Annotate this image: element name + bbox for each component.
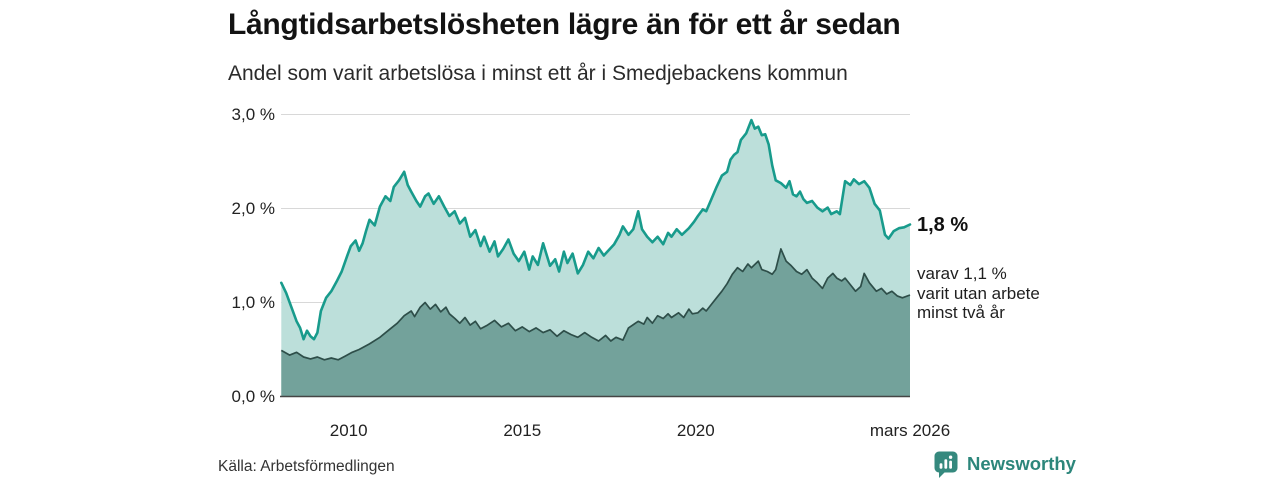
newsworthy-icon bbox=[934, 451, 958, 478]
brand-name: Newsworthy bbox=[967, 453, 1076, 474]
y-tick-label: 1,0 % bbox=[231, 292, 275, 312]
source-note: Källa: Arbetsförmedlingen bbox=[218, 458, 395, 475]
y-tick-label: 0,0 % bbox=[231, 386, 275, 406]
chart-subtitle: Andel som varit arbetslösa i minst ett å… bbox=[228, 62, 848, 85]
brand-logo: Newsworthy bbox=[933, 450, 1076, 480]
y-tick-label: 2,0 % bbox=[231, 198, 275, 218]
x-tick-label: 2020 bbox=[676, 421, 715, 440]
page-title: Långtidsarbetslösheten lägre än för ett … bbox=[228, 8, 901, 41]
line-one-year bbox=[280, 118, 912, 341]
area-fill-two-years bbox=[281, 248, 910, 397]
series2-annotation-line: varav 1,1 % bbox=[917, 264, 1007, 283]
series2-annotation: varav 1,1 % varit utan arbete minst två … bbox=[917, 264, 1087, 323]
x-tick-label: 2010 bbox=[329, 421, 368, 440]
series2-annotation-line: varit utan arbete bbox=[917, 283, 1040, 303]
x-tick-label: 2015 bbox=[503, 421, 542, 440]
line-two-years bbox=[280, 248, 911, 361]
latest-value-label: 1,8 % bbox=[917, 214, 969, 236]
series2-annotation-line: minst två år bbox=[917, 303, 1005, 322]
y-tick-label: 3,0 % bbox=[231, 104, 275, 124]
x-tick-label: mars 2026 bbox=[869, 421, 951, 440]
